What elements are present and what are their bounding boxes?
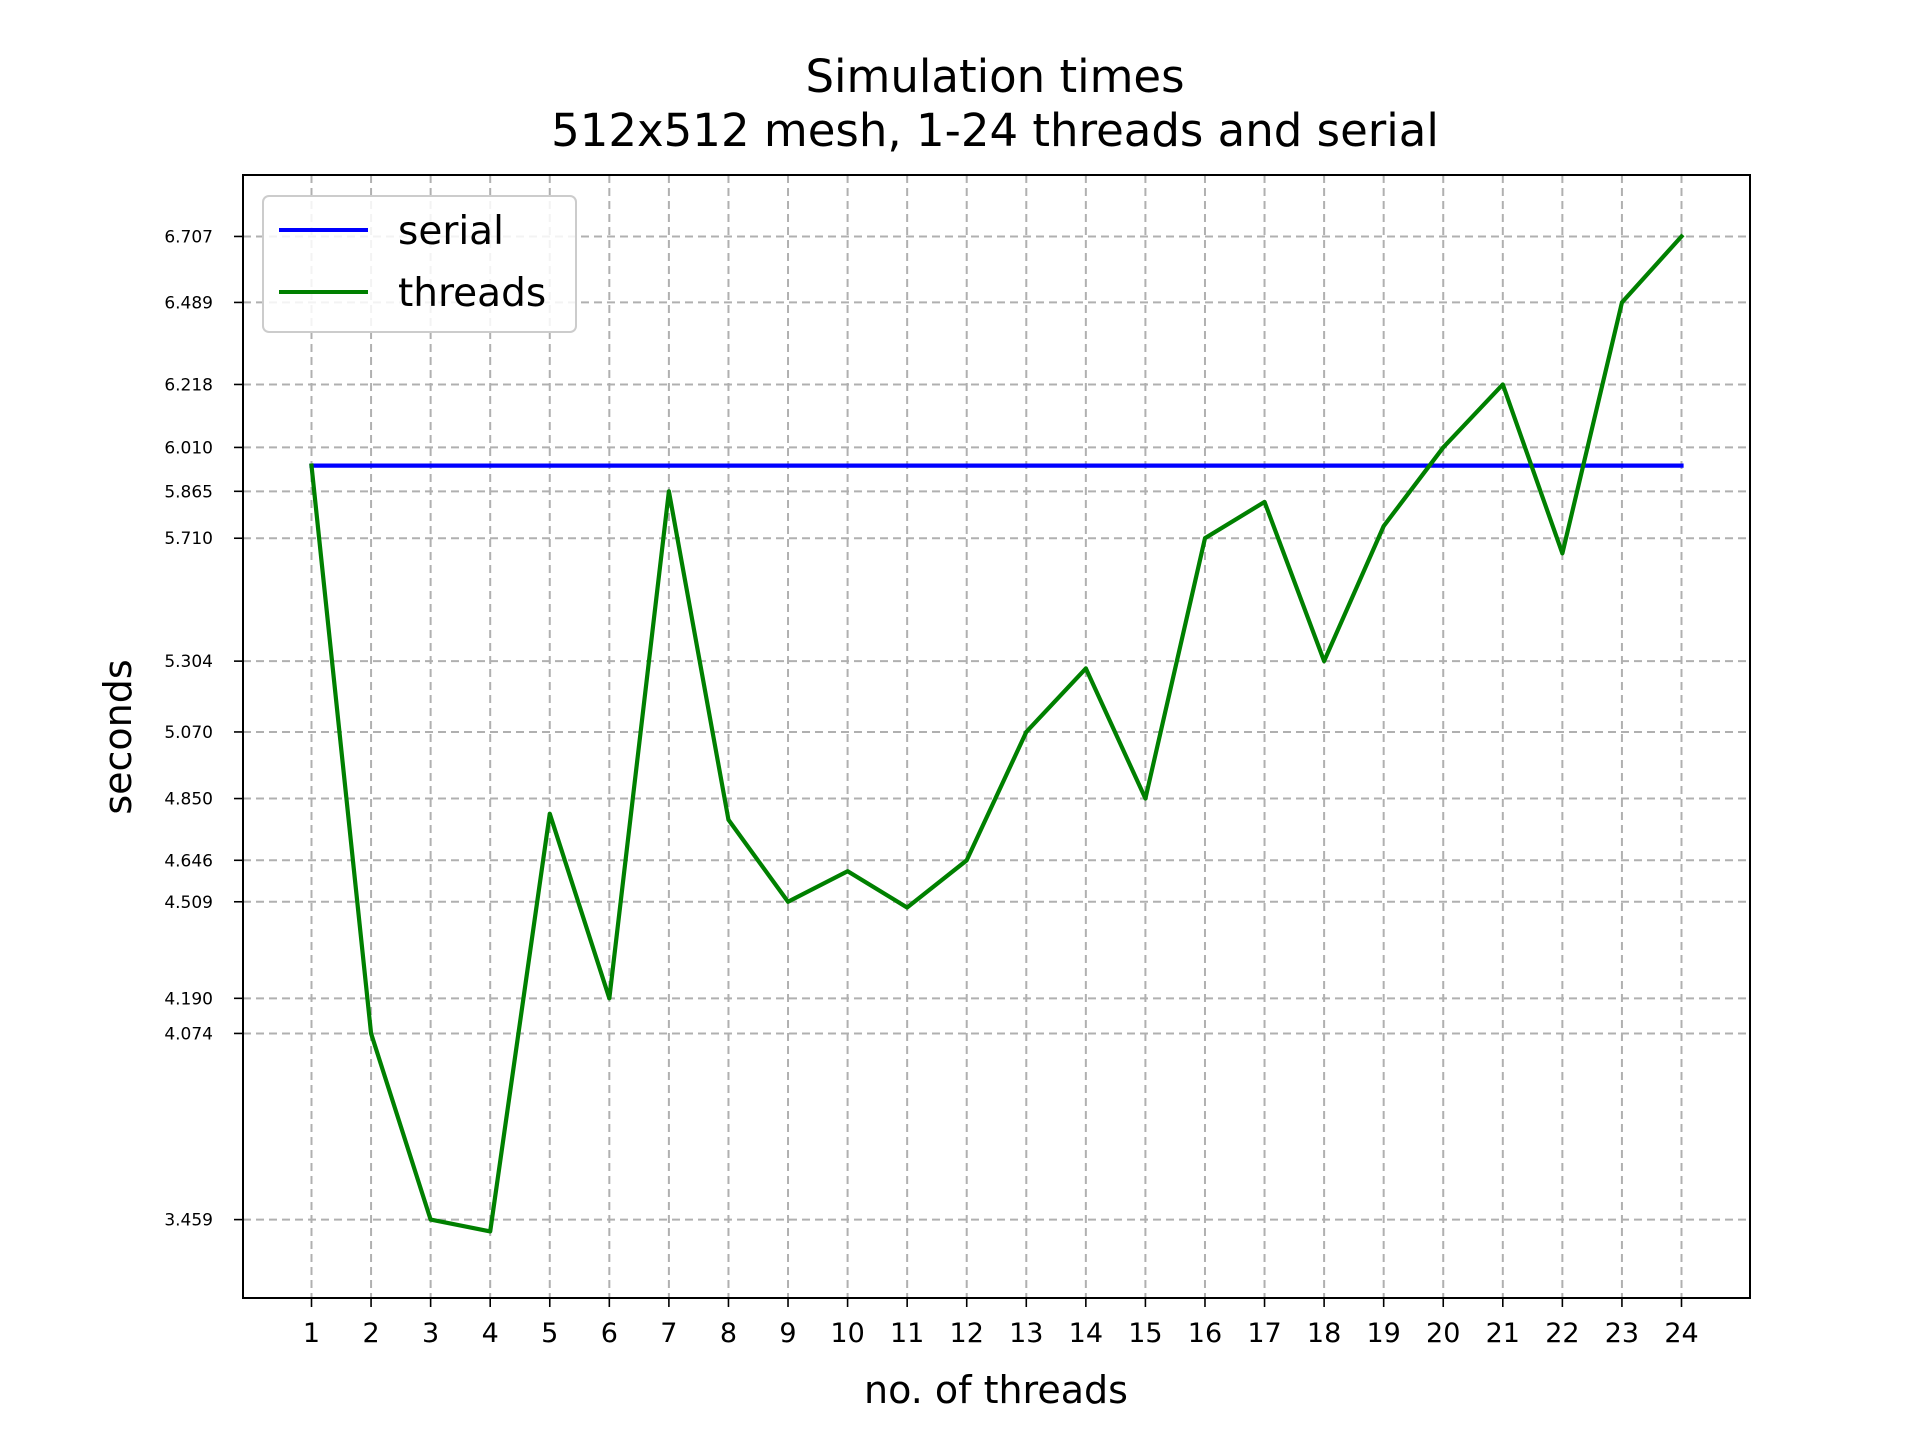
x-axis-ticks: 1 2 3 4 5 6 7 8 9 10 11 12 13 14 15 16 17 18 19 20 21 22 23 24 xyxy=(303,1298,1699,1349)
x-tick-label: 6 xyxy=(601,1318,618,1349)
x-tick-label: 5 xyxy=(541,1318,558,1349)
x-tick-label: 4 xyxy=(482,1318,499,1349)
plot-frame xyxy=(242,174,1751,1299)
x-tick-label: 3 xyxy=(422,1318,439,1349)
x-tick-label: 23 xyxy=(1605,1318,1639,1349)
legend: serial threads xyxy=(262,195,577,333)
x-tick-label: 10 xyxy=(830,1318,864,1349)
y-tick-label: 4.646 xyxy=(164,851,213,871)
x-tick-label: 16 xyxy=(1188,1318,1222,1349)
y-tick-label: 4.190 xyxy=(164,989,213,1009)
x-tick-label: 8 xyxy=(720,1318,737,1349)
x-axis-label: no. of threads xyxy=(864,1368,1128,1412)
y-tick-label: 5.070 xyxy=(164,723,213,743)
y-tick-label: 6.707 xyxy=(164,227,213,247)
y-axis-ticks: 3.459 4.074 4.190 4.509 4.646 4.850 5.070 5.304… xyxy=(164,227,243,1231)
x-tick-label: 14 xyxy=(1069,1318,1103,1349)
x-tick-label: 20 xyxy=(1426,1318,1460,1349)
y-tick-label: 5.304 xyxy=(164,652,213,672)
chart-title: Simulation times xyxy=(805,50,1184,103)
y-tick-label: 3.459 xyxy=(164,1211,213,1231)
x-tick-label: 9 xyxy=(779,1318,796,1349)
x-tick-label: 7 xyxy=(660,1318,677,1349)
x-tick-label: 11 xyxy=(890,1318,924,1349)
x-tick-label: 22 xyxy=(1545,1318,1579,1349)
y-tick-label: 6.489 xyxy=(164,293,213,313)
series-layer xyxy=(309,233,1685,1234)
y-axis-label: seconds xyxy=(96,659,140,814)
y-tick-label: 6.218 xyxy=(164,375,213,395)
y-tick-label: 4.074 xyxy=(164,1024,213,1044)
legend-label-serial: serial xyxy=(398,209,504,254)
y-tick-label: 4.509 xyxy=(164,893,213,913)
x-tick-label: 18 xyxy=(1307,1318,1341,1349)
x-tick-label: 24 xyxy=(1664,1318,1698,1349)
x-tick-label: 17 xyxy=(1247,1318,1281,1349)
x-tick-label: 19 xyxy=(1366,1318,1400,1349)
y-tick-label: 5.710 xyxy=(164,529,213,549)
x-tick-label: 2 xyxy=(362,1318,379,1349)
grid xyxy=(243,175,1750,1298)
x-tick-label: 13 xyxy=(1009,1318,1043,1349)
y-tick-label: 6.010 xyxy=(164,438,213,458)
x-tick-label: 12 xyxy=(950,1318,984,1349)
x-tick-label: 15 xyxy=(1128,1318,1162,1349)
chart-subtitle: 512x512 mesh, 1-24 threads and serial xyxy=(551,104,1439,157)
y-tick-label: 4.850 xyxy=(164,790,213,810)
legend-label-threads: threads xyxy=(398,271,546,316)
x-tick-label: 1 xyxy=(303,1318,320,1349)
y-tick-label: 5.865 xyxy=(164,482,213,502)
series-line-threads xyxy=(309,233,1685,1234)
x-tick-label: 21 xyxy=(1486,1318,1520,1349)
